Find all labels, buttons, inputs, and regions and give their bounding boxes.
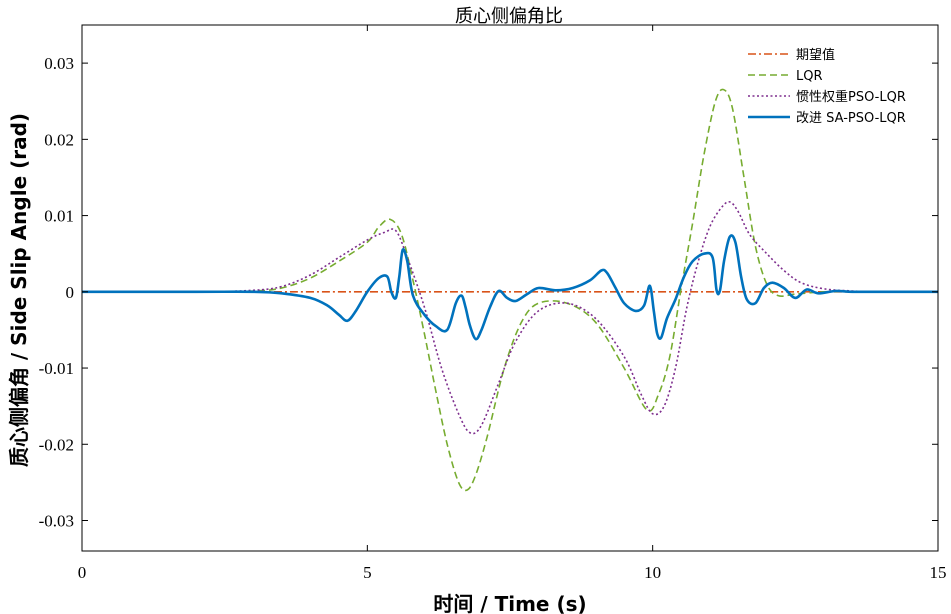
x-tick-label: 10 (644, 563, 661, 582)
x-tick-label: 15 (930, 563, 947, 582)
plot-frame (81, 24, 939, 552)
y-tick-label: -0.03 (39, 512, 74, 531)
legend-label-4: 改进 SA-PSO-LQR (796, 111, 906, 126)
series-line-4 (81, 234, 938, 341)
y-tick-label: 0.03 (44, 54, 74, 73)
y-tick-label: 0.01 (44, 207, 74, 226)
y-tick-label: -0.01 (39, 359, 74, 378)
y-tick-label: -0.02 (39, 435, 74, 454)
x-tick-label: 0 (78, 563, 87, 582)
series-line-2 (81, 88, 938, 492)
legend: 期望值 LQR 惯性权重PSO-LQR 改进 SA-PSO-LQR (748, 47, 906, 126)
y-tick-label: 0 (66, 283, 75, 302)
series-line-3 (81, 200, 939, 435)
legend-label-1: 期望值 (796, 47, 835, 63)
legend-label-2: LQR (796, 69, 823, 84)
axes-group: 0 5 10 15 0.03 0.02 0.01 0 -0.01 -0.02 -0.03 (39, 25, 947, 582)
y-tick-label: 0.02 (44, 130, 74, 149)
legend-label-3: 惯性权重PSO-LQR (796, 89, 906, 105)
plot-series-group (81, 88, 939, 492)
x-tick-label: 5 (363, 563, 372, 582)
y-axis-label: 质心侧偏角 / Side Slip Angle (rad) (7, 113, 31, 467)
x-axis-label: 时间 / Time (s) (433, 592, 586, 614)
chart-title: 质心侧偏角比 (455, 6, 563, 27)
